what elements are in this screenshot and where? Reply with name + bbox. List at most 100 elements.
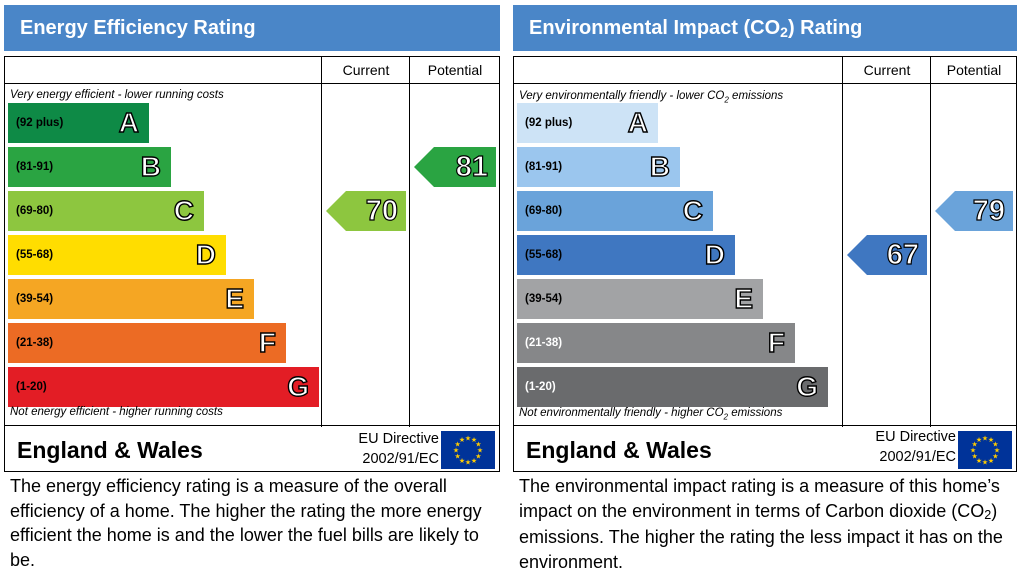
environment-chart-frame: Current Potential Very environmentally f… [513, 56, 1017, 472]
band-letter: A [627, 106, 649, 138]
eu-directive: EU Directive 2002/91/EC [875, 429, 956, 465]
band-letter: G [796, 370, 819, 402]
flag-star: ★ [971, 441, 977, 449]
band-f: (21-38) F [517, 323, 795, 363]
flag-star: ★ [459, 436, 465, 444]
column-potential: Potential [427, 62, 483, 78]
band-letter: D [704, 238, 726, 270]
band-letter: D [195, 238, 217, 270]
potential-rating-arrow: 81 [414, 147, 496, 187]
current-rating-value: 70 [365, 194, 398, 227]
band-range-label: (81-91) [16, 161, 54, 173]
flag-star: ★ [992, 453, 998, 461]
environment-description: The environmental impact rating is a mea… [519, 476, 1003, 572]
flag-star: ★ [970, 447, 976, 455]
band-a: (92 plus) A [517, 103, 658, 143]
band-letter: B [140, 150, 162, 182]
band-range-label: (69-80) [16, 205, 54, 217]
band-f: (21-38) F [8, 323, 286, 363]
potential-arrow-shape [414, 147, 496, 187]
potential-rating-arrow: 79 [935, 191, 1013, 231]
flag-star: ★ [982, 435, 988, 443]
band-letter: C [173, 194, 195, 226]
flag-star: ★ [454, 453, 460, 461]
current-rating-value: 67 [886, 238, 919, 271]
band-range-label: (21-38) [525, 337, 563, 349]
top-caption: Very environmentally friendly - lower CO… [519, 90, 784, 105]
band-e: (39-54) E [8, 279, 254, 319]
band-g: (1-20) G [8, 367, 319, 407]
band-e: (39-54) E [517, 279, 763, 319]
energy-efficiency-panel: Energy Efficiency Rating Current Potenti… [4, 0, 500, 575]
band-range-label: (39-54) [525, 293, 563, 305]
band-range-label: (92 plus) [525, 117, 573, 129]
band-letter: C [682, 194, 704, 226]
flag-star: ★ [459, 457, 465, 465]
band-range-label: (39-54) [16, 293, 54, 305]
potential-arrow-shape [935, 191, 1013, 231]
band-letter: E [734, 282, 754, 314]
flag-star: ★ [475, 453, 481, 461]
flag-star: ★ [992, 441, 998, 449]
band-d: (55-68) D [517, 235, 735, 275]
band-letter: F [767, 326, 786, 358]
band-letter: B [649, 150, 671, 182]
current-arrow-shape [326, 191, 406, 231]
column-current: Current [863, 62, 911, 78]
band-range-label: (81-91) [525, 161, 563, 173]
energy-title: Energy Efficiency Rating [4, 5, 500, 51]
environment-title: Environmental Impact (CO2) Rating [513, 5, 1017, 51]
bottom-caption: Not energy efficient - higher running co… [10, 406, 223, 418]
band-d: (55-68) D [8, 235, 226, 275]
band-range-label: (21-38) [16, 337, 54, 349]
country-label: England & Wales [526, 437, 712, 463]
flag-star: ★ [994, 447, 1000, 455]
band-letter: E [225, 282, 245, 314]
potential-rating-value: 81 [455, 150, 488, 183]
eu-flag-icon: ★ ★ ★ ★ ★ ★ ★ ★ ★ ★ ★ ★ [441, 431, 495, 469]
country-label: England & Wales [17, 437, 203, 463]
flag-star: ★ [453, 447, 459, 455]
flag-star: ★ [471, 436, 477, 444]
energy-chart-frame: Current Potential Very energy efficient … [4, 56, 500, 472]
band-letter: G [287, 370, 310, 402]
flag-star: ★ [471, 457, 477, 465]
band-g: (1-20) G [517, 367, 828, 407]
top-caption: Very energy efficient - lower running co… [10, 89, 224, 101]
current-rating-arrow: 67 [847, 235, 927, 275]
band-a: (92 plus) A [8, 103, 149, 143]
band-c: (69-80) C [517, 191, 713, 231]
flag-star: ★ [976, 457, 982, 465]
flag-star: ★ [982, 459, 988, 467]
eu-flag-icon: ★ ★ ★ ★ ★ ★ ★ ★ ★ ★ ★ ★ [958, 431, 1012, 469]
current-arrow-shape [847, 235, 927, 275]
flag-star: ★ [465, 459, 471, 467]
flag-star: ★ [454, 441, 460, 449]
flag-star: ★ [971, 453, 977, 461]
band-range-label: (92 plus) [16, 117, 64, 129]
band-range-label: (69-80) [525, 205, 563, 217]
energy-description: The energy efficiency rating is a measur… [10, 476, 482, 570]
flag-star: ★ [988, 457, 994, 465]
band-c: (69-80) C [8, 191, 204, 231]
potential-rating-value: 79 [972, 194, 1005, 227]
column-current: Current [342, 62, 390, 78]
flag-star: ★ [475, 441, 481, 449]
band-range-label: (1-20) [525, 381, 556, 393]
current-rating-arrow: 70 [326, 191, 406, 231]
band-b: (81-91) B [517, 147, 680, 187]
band-b: (81-91) B [8, 147, 171, 187]
flag-star: ★ [988, 436, 994, 444]
band-letter: A [118, 106, 140, 138]
column-potential: Potential [946, 62, 1002, 78]
band-range-label: (1-20) [16, 381, 47, 393]
band-range-label: (55-68) [525, 249, 563, 261]
environmental-impact-panel: Environmental Impact (CO2) Rating Curren… [513, 0, 1017, 575]
flag-star: ★ [477, 447, 483, 455]
bottom-caption: Not environmentally friendly - higher CO… [519, 407, 783, 422]
flag-star: ★ [465, 435, 471, 443]
band-range-label: (55-68) [16, 249, 54, 261]
eu-directive: EU Directive 2002/91/EC [358, 431, 439, 467]
flag-star: ★ [976, 436, 982, 444]
band-letter: F [258, 326, 277, 358]
